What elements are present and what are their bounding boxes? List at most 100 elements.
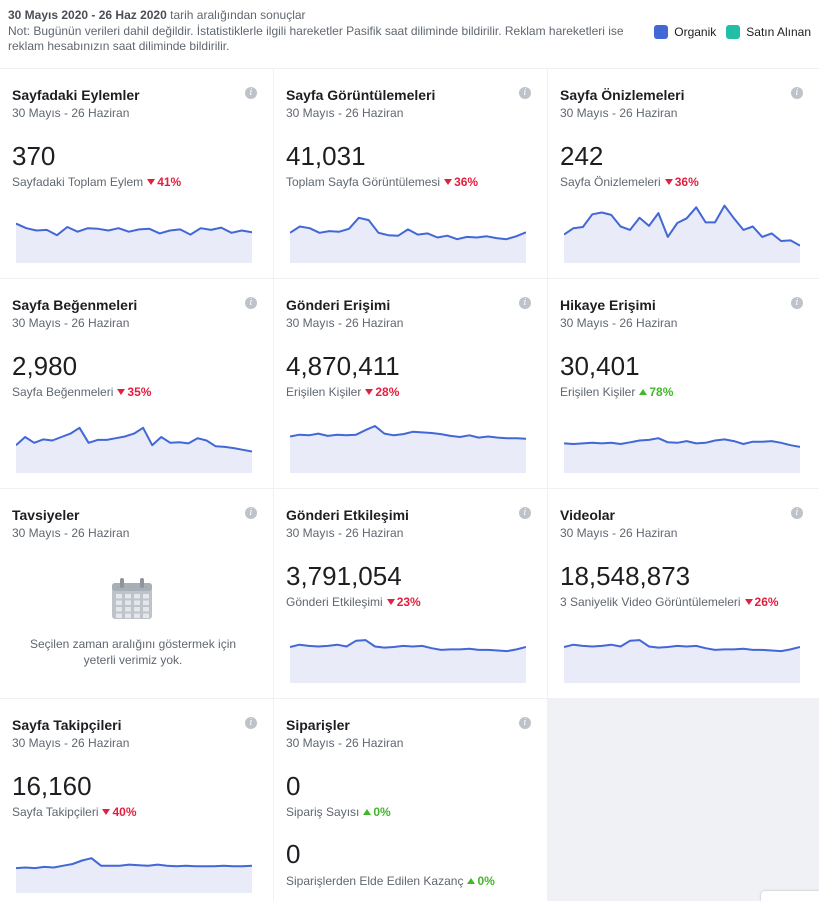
sparkline-area xyxy=(16,858,252,893)
arrow-down-icon xyxy=(744,599,753,605)
card-title: Videolar xyxy=(560,507,615,523)
change-value: 36% xyxy=(454,175,479,189)
change-badge: 23% xyxy=(386,595,421,609)
metric-value: 2,980 xyxy=(12,351,78,381)
card-title: Sayfadaki Eylemler xyxy=(12,87,140,103)
card-date-range: 30 Mayıs - 26 Haziran xyxy=(286,106,404,120)
metric-label: Sayfa Önizlemeleri xyxy=(560,175,661,189)
metric-label: Sayfadaki Toplam Eylem xyxy=(12,175,144,189)
info-icon[interactable]: i xyxy=(519,297,531,309)
card-date-range: 30 Mayıs - 26 Haziran xyxy=(12,316,130,330)
change-value: 26% xyxy=(754,595,779,609)
empty-state-text: Seçilen zaman aralığını göstermek için y… xyxy=(29,637,237,667)
arrow-up-icon xyxy=(363,809,372,815)
calendar-icon xyxy=(112,578,152,619)
metric-label: Siparişlerden Elde Edilen Kazanç xyxy=(286,874,464,888)
arrow-down-icon xyxy=(102,809,111,815)
sparkline-area xyxy=(290,426,526,473)
legend-swatch-paid xyxy=(726,25,741,39)
legend-swatch-organic xyxy=(654,25,669,39)
arrow-down-icon xyxy=(664,179,673,185)
metric-value: 4,870,411 xyxy=(286,351,400,381)
change-badge: 36% xyxy=(664,175,699,189)
insight-card-tavsiyeler[interactable]: Tavsiyeler 30 Mayıs - 26 Haziran i Seçilen … xyxy=(0,489,273,698)
info-icon[interactable]: i xyxy=(519,717,531,729)
metric-label: Erişilen Kişiler xyxy=(560,385,636,399)
card-date-range: 30 Mayıs - 26 Haziran xyxy=(560,106,678,120)
sparkline-area xyxy=(290,217,526,263)
change-badge: 78% xyxy=(639,385,673,399)
metric-row: Sayfa Beğenmeleri 35% xyxy=(12,385,151,399)
metric-row: Toplam Sayfa Görüntülemesi 36% xyxy=(286,175,478,189)
sparkline-area xyxy=(564,640,800,683)
change-badge: 0% xyxy=(363,805,391,819)
card-date-range: 30 Mayıs - 26 Haziran xyxy=(560,316,678,330)
metric-row: Sayfa Takipçileri 40% xyxy=(12,805,137,819)
change-value: 41% xyxy=(157,175,182,189)
insight-card-siparisler[interactable]: Siparişler 30 Mayıs - 26 Haziran i 0 Sipariş… xyxy=(274,699,547,901)
change-value: 0% xyxy=(373,805,391,819)
arrow-up-icon xyxy=(467,878,476,884)
change-value: 36% xyxy=(674,175,699,189)
card-date-range: 30 Mayıs - 26 Haziran xyxy=(12,736,130,750)
metric-value: 370 xyxy=(12,141,56,171)
arrow-up-icon xyxy=(639,389,648,395)
change-value: 35% xyxy=(127,385,152,399)
metric-value: 3,791,054 xyxy=(286,561,402,591)
change-badge: 35% xyxy=(117,385,151,399)
card-title: Sayfa Beğenmeleri xyxy=(12,297,138,313)
info-icon[interactable]: i xyxy=(791,297,803,309)
info-icon[interactable]: i xyxy=(245,507,257,519)
metric-row: Gönderi Etkileşimi 23% xyxy=(286,595,421,609)
metric-row: Siparişlerden Elde Edilen Kazanç 0% xyxy=(286,874,495,888)
metric-value: 16,160 xyxy=(12,771,92,801)
sparkline-line xyxy=(290,216,526,241)
insight-card-gonderi-etkilesimi[interactable]: Gönderi Etkileşimi 30 Mayıs - 26 Haziran i… xyxy=(274,489,547,698)
change-badge: 28% xyxy=(365,385,399,399)
sparkline-chart xyxy=(564,639,800,683)
timezone-note: Not: Bugünün verileri dahil değildir. İs… xyxy=(8,24,624,53)
sparkline-line xyxy=(564,437,800,448)
insight-card-sayfa-onizlemeleri[interactable]: Sayfa Önizlemeleri 30 Mayıs - 26 Haziran i… xyxy=(548,69,819,278)
sparkline-line xyxy=(16,426,252,453)
legend: Organik Satın Alınan xyxy=(644,25,811,39)
info-icon[interactable]: i xyxy=(519,507,531,519)
info-icon[interactable]: i xyxy=(791,87,803,99)
metric-row: 3 Saniyelik Video Görüntülemeleri 26% xyxy=(560,595,779,609)
insight-card-sayfa-takipcileri[interactable]: Sayfa Takipçileri 30 Mayıs - 26 Haziran i 1… xyxy=(0,699,273,901)
sparkline-line xyxy=(16,857,252,870)
metric-value-secondary: 0 xyxy=(286,839,301,869)
sparkline-area xyxy=(564,205,800,263)
card-date-range: 30 Mayıs - 26 Haziran xyxy=(286,316,404,330)
metric-row: Erişilen Kişiler 78% xyxy=(560,385,673,399)
info-icon[interactable]: i xyxy=(245,297,257,309)
sparkline-chart xyxy=(290,639,526,683)
metric-label: Gönderi Etkileşimi xyxy=(286,595,383,609)
insight-card-hikaye-erisimi[interactable]: Hikaye Erişimi 30 Mayıs - 26 Haziran i 30,4… xyxy=(548,279,819,488)
metric-label: 3 Saniyelik Video Görüntülemeleri xyxy=(560,595,741,609)
metric-label: Sayfa Takipçileri xyxy=(12,805,99,819)
info-icon[interactable]: i xyxy=(245,87,257,99)
insight-card-videolar[interactable]: Videolar 30 Mayıs - 26 Haziran i 18,548,873… xyxy=(548,489,819,698)
arrow-down-icon xyxy=(386,599,395,605)
insight-card-sayfadaki-eylemler[interactable]: Sayfadaki Eylemler 30 Mayıs - 26 Haziran i… xyxy=(0,69,273,278)
metric-label: Sayfa Beğenmeleri xyxy=(12,385,114,399)
legend-item-paid: Satın Alınan xyxy=(726,25,811,39)
metric-label: Toplam Sayfa Görüntülemesi xyxy=(286,175,441,189)
metric-value: 242 xyxy=(560,141,604,171)
insights-card-grid: Sayfadaki Eylemler 30 Mayıs - 26 Haziran i… xyxy=(0,68,819,901)
legend-item-organic: Organik xyxy=(654,25,716,39)
chat-tab-edge[interactable] xyxy=(761,891,819,901)
sparkline-line xyxy=(564,639,800,653)
insight-card-sayfa-begenmeleri[interactable]: Sayfa Beğenmeleri 30 Mayıs - 26 Haziran i 2… xyxy=(0,279,273,488)
sparkline-chart xyxy=(16,222,252,263)
insight-card-sayfa-goruntulemeleri[interactable]: Sayfa Görüntülemeleri 30 Mayıs - 26 Hazir… xyxy=(274,69,547,278)
metric-value: 41,031 xyxy=(286,141,366,171)
sparkline-chart xyxy=(290,425,526,473)
info-icon[interactable]: i xyxy=(245,717,257,729)
info-icon[interactable]: i xyxy=(519,87,531,99)
card-date-range: 30 Mayıs - 26 Haziran xyxy=(12,526,130,540)
card-title: Sayfa Görüntülemeleri xyxy=(286,87,436,103)
info-icon[interactable]: i xyxy=(791,507,803,519)
insight-card-gonderi-erisimi[interactable]: Gönderi Erişimi 30 Mayıs - 26 Haziran i 4,8… xyxy=(274,279,547,488)
